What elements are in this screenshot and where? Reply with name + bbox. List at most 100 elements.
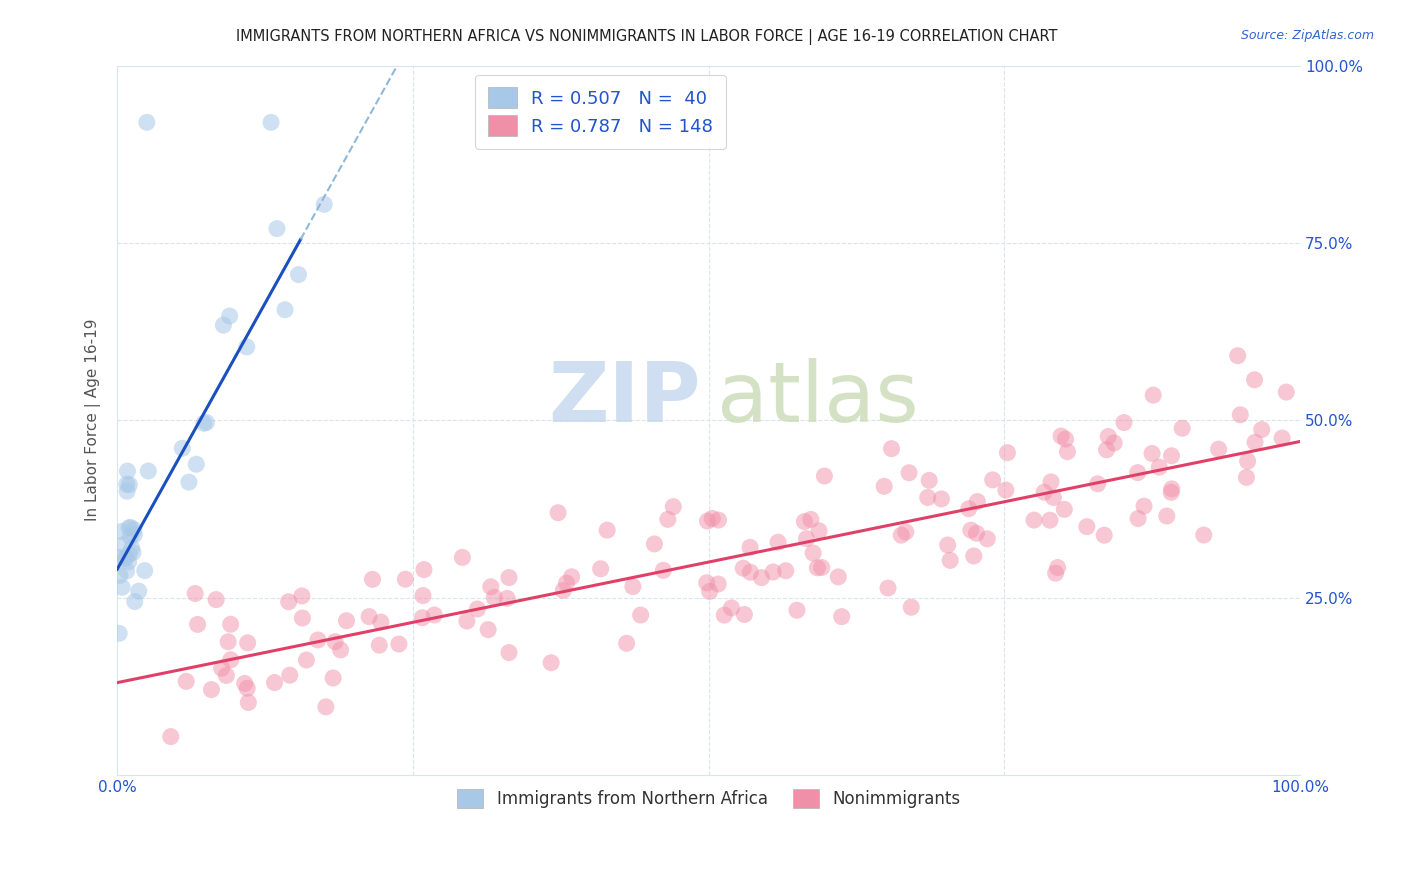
Point bbox=[1250, 423, 1272, 437]
Point bbox=[1033, 485, 1056, 500]
Point bbox=[553, 583, 575, 598]
Point bbox=[124, 594, 146, 608]
Point bbox=[1192, 528, 1215, 542]
Point bbox=[898, 466, 921, 480]
Point bbox=[707, 577, 730, 591]
Point bbox=[813, 469, 835, 483]
Point bbox=[187, 617, 209, 632]
Point bbox=[115, 477, 138, 491]
Point bbox=[118, 521, 141, 535]
Point bbox=[291, 589, 314, 603]
Point bbox=[215, 668, 238, 682]
Point bbox=[388, 637, 411, 651]
Point bbox=[713, 608, 735, 623]
Point bbox=[733, 607, 755, 622]
Point bbox=[751, 571, 773, 585]
Point bbox=[274, 302, 297, 317]
Point bbox=[831, 609, 853, 624]
Point bbox=[894, 524, 917, 539]
Point bbox=[277, 595, 299, 609]
Point bbox=[702, 511, 724, 525]
Point bbox=[195, 416, 218, 430]
Point bbox=[966, 526, 988, 541]
Point bbox=[976, 532, 998, 546]
Point bbox=[1097, 429, 1119, 443]
Point bbox=[1053, 502, 1076, 516]
Point bbox=[1112, 416, 1135, 430]
Point bbox=[266, 221, 288, 235]
Point bbox=[114, 550, 136, 565]
Point bbox=[329, 643, 352, 657]
Point bbox=[498, 646, 520, 660]
Point bbox=[120, 530, 142, 544]
Point bbox=[1229, 408, 1251, 422]
Point bbox=[467, 602, 489, 616]
Point bbox=[662, 500, 685, 514]
Point bbox=[122, 523, 145, 537]
Point bbox=[652, 563, 675, 577]
Point bbox=[451, 550, 474, 565]
Point bbox=[315, 699, 337, 714]
Point bbox=[118, 547, 141, 561]
Point bbox=[994, 483, 1017, 497]
Point bbox=[966, 494, 988, 508]
Point bbox=[766, 535, 789, 549]
Point bbox=[1042, 491, 1064, 505]
Point bbox=[696, 514, 718, 528]
Point bbox=[630, 607, 652, 622]
Point bbox=[1142, 388, 1164, 402]
Point bbox=[128, 584, 150, 599]
Point bbox=[1160, 485, 1182, 500]
Point bbox=[121, 541, 143, 555]
Point bbox=[733, 561, 755, 575]
Point bbox=[1275, 385, 1298, 400]
Point bbox=[479, 580, 502, 594]
Point bbox=[1156, 509, 1178, 524]
Point bbox=[314, 197, 336, 211]
Point bbox=[1046, 560, 1069, 574]
Point bbox=[423, 607, 446, 622]
Point bbox=[114, 551, 136, 566]
Point bbox=[657, 512, 679, 526]
Point bbox=[936, 538, 959, 552]
Point bbox=[236, 681, 259, 696]
Point bbox=[1236, 470, 1258, 484]
Point bbox=[931, 491, 953, 506]
Point bbox=[278, 668, 301, 682]
Point bbox=[775, 564, 797, 578]
Point bbox=[740, 566, 762, 580]
Point bbox=[172, 442, 194, 456]
Point bbox=[394, 572, 416, 586]
Point bbox=[810, 560, 832, 574]
Point bbox=[1271, 431, 1294, 445]
Point bbox=[307, 632, 329, 647]
Point bbox=[134, 564, 156, 578]
Point bbox=[159, 730, 181, 744]
Point bbox=[1244, 435, 1267, 450]
Point bbox=[596, 523, 619, 537]
Point bbox=[322, 671, 344, 685]
Point bbox=[120, 520, 142, 534]
Point bbox=[800, 512, 823, 526]
Point bbox=[957, 501, 980, 516]
Point bbox=[115, 564, 138, 578]
Point bbox=[981, 473, 1004, 487]
Point bbox=[1140, 446, 1163, 460]
Point bbox=[233, 676, 256, 690]
Point bbox=[900, 600, 922, 615]
Point bbox=[1102, 436, 1125, 450]
Point bbox=[555, 576, 578, 591]
Point bbox=[880, 442, 903, 456]
Point bbox=[263, 675, 285, 690]
Point bbox=[411, 611, 433, 625]
Point bbox=[361, 572, 384, 586]
Point bbox=[124, 528, 146, 542]
Point bbox=[616, 636, 638, 650]
Text: Source: ZipAtlas.com: Source: ZipAtlas.com bbox=[1240, 29, 1374, 42]
Point bbox=[217, 634, 239, 648]
Point bbox=[547, 506, 569, 520]
Point bbox=[707, 513, 730, 527]
Point bbox=[368, 638, 391, 652]
Point bbox=[699, 584, 721, 599]
Point bbox=[738, 541, 761, 555]
